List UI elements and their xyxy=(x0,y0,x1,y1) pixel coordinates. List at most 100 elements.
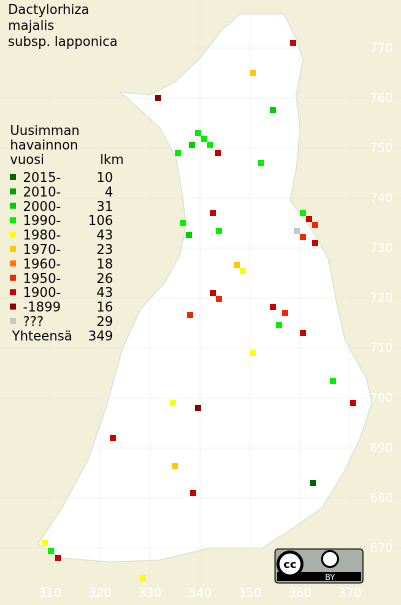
legend-count: 43 xyxy=(96,229,113,244)
observation xyxy=(187,312,193,318)
north-label: 750 xyxy=(370,141,393,155)
observation xyxy=(170,400,176,406)
observation xyxy=(312,240,318,246)
title-line: subsp. lapponica xyxy=(8,35,118,50)
north-label: 730 xyxy=(370,241,393,255)
north-label: 680 xyxy=(370,491,393,505)
north-label: 740 xyxy=(370,191,393,205)
legend-count: 10 xyxy=(96,171,113,186)
legend-swatch xyxy=(10,303,16,310)
legend-swatch xyxy=(10,246,16,252)
east-label: 370 xyxy=(339,586,362,600)
observation xyxy=(175,150,181,156)
observation xyxy=(55,555,61,561)
legend-swatch xyxy=(10,318,16,324)
observation xyxy=(155,95,161,101)
observations xyxy=(42,40,356,581)
observation xyxy=(300,210,306,216)
observation xyxy=(300,330,306,336)
legend-label: 1970- xyxy=(23,243,61,258)
legend-swatch xyxy=(10,289,16,296)
observation xyxy=(48,548,54,554)
legend-label: 1900- xyxy=(23,286,61,301)
observation xyxy=(290,40,296,46)
observation xyxy=(216,296,222,302)
observation xyxy=(195,405,201,411)
cc-text: cc xyxy=(283,558,296,571)
legend-count: 31 xyxy=(96,200,113,215)
title-line: Dactylorhiza xyxy=(8,3,89,18)
observation xyxy=(207,142,213,148)
legend-swatch xyxy=(10,174,16,180)
title-line: majalis xyxy=(8,19,54,34)
legend-swatch xyxy=(10,231,16,238)
legend-count: 18 xyxy=(96,257,113,272)
legend-label: 2015- xyxy=(23,171,61,186)
legend-count: 23 xyxy=(96,243,113,258)
observation xyxy=(140,575,146,581)
east-label: 340 xyxy=(189,586,212,600)
north-label: 690 xyxy=(370,441,393,455)
legend-label: -1899 xyxy=(23,301,61,316)
by-icon xyxy=(321,550,339,568)
north-label: 720 xyxy=(370,291,393,305)
observation xyxy=(276,322,282,328)
legend-header: vuosi xyxy=(10,153,44,168)
observation xyxy=(250,70,256,76)
legend-swatch xyxy=(10,188,16,195)
license-badge: cc BY xyxy=(274,548,364,584)
legend-label: 2010- xyxy=(23,185,61,200)
observation xyxy=(189,142,195,148)
observation xyxy=(294,228,300,234)
legend-count: 106 xyxy=(88,214,113,229)
observation xyxy=(350,400,356,406)
legend-header: Uusimman xyxy=(10,124,80,139)
east-label: 320 xyxy=(89,586,112,600)
legend-count: 43 xyxy=(96,286,113,301)
legend-label: ??? xyxy=(23,315,44,330)
observation xyxy=(172,463,178,469)
north-label: 710 xyxy=(370,341,393,355)
observation xyxy=(310,480,316,486)
east-label: 360 xyxy=(289,586,312,600)
observation xyxy=(306,216,312,222)
legend-label: 1980- xyxy=(23,229,61,244)
observation xyxy=(180,220,186,226)
by-text: BY xyxy=(325,573,335,582)
cc-circle xyxy=(276,550,304,578)
observation xyxy=(190,490,196,496)
north-label: 700 xyxy=(370,391,393,405)
observation xyxy=(201,136,207,142)
observation xyxy=(250,350,256,356)
legend-label: 2000- xyxy=(23,200,61,215)
legend-header: havainnon xyxy=(10,139,78,154)
observation xyxy=(42,540,48,546)
observation xyxy=(270,304,276,310)
north-label: 760 xyxy=(370,91,393,105)
legend-label: 1990- xyxy=(23,214,61,229)
legend-count: 26 xyxy=(96,272,113,287)
observation xyxy=(270,107,276,113)
legend-total-label: Yhteensä xyxy=(11,329,72,344)
legend-swatch xyxy=(10,202,16,209)
observation xyxy=(258,160,264,166)
legend-count: 4 xyxy=(105,185,113,200)
legend-total-count: 349 xyxy=(88,329,113,344)
observation xyxy=(186,232,192,238)
legend-count: 29 xyxy=(96,315,113,330)
observation xyxy=(195,130,201,136)
observation xyxy=(210,210,216,216)
legend-swatch xyxy=(10,274,16,281)
observation xyxy=(110,435,116,441)
legend-label: 1950- xyxy=(23,272,61,287)
observation xyxy=(210,290,216,296)
observation xyxy=(215,150,221,156)
observation xyxy=(312,222,318,228)
observation xyxy=(234,262,240,268)
observation xyxy=(216,228,222,234)
east-label: 310 xyxy=(39,586,62,600)
legend-count-header: lkm xyxy=(100,153,124,168)
